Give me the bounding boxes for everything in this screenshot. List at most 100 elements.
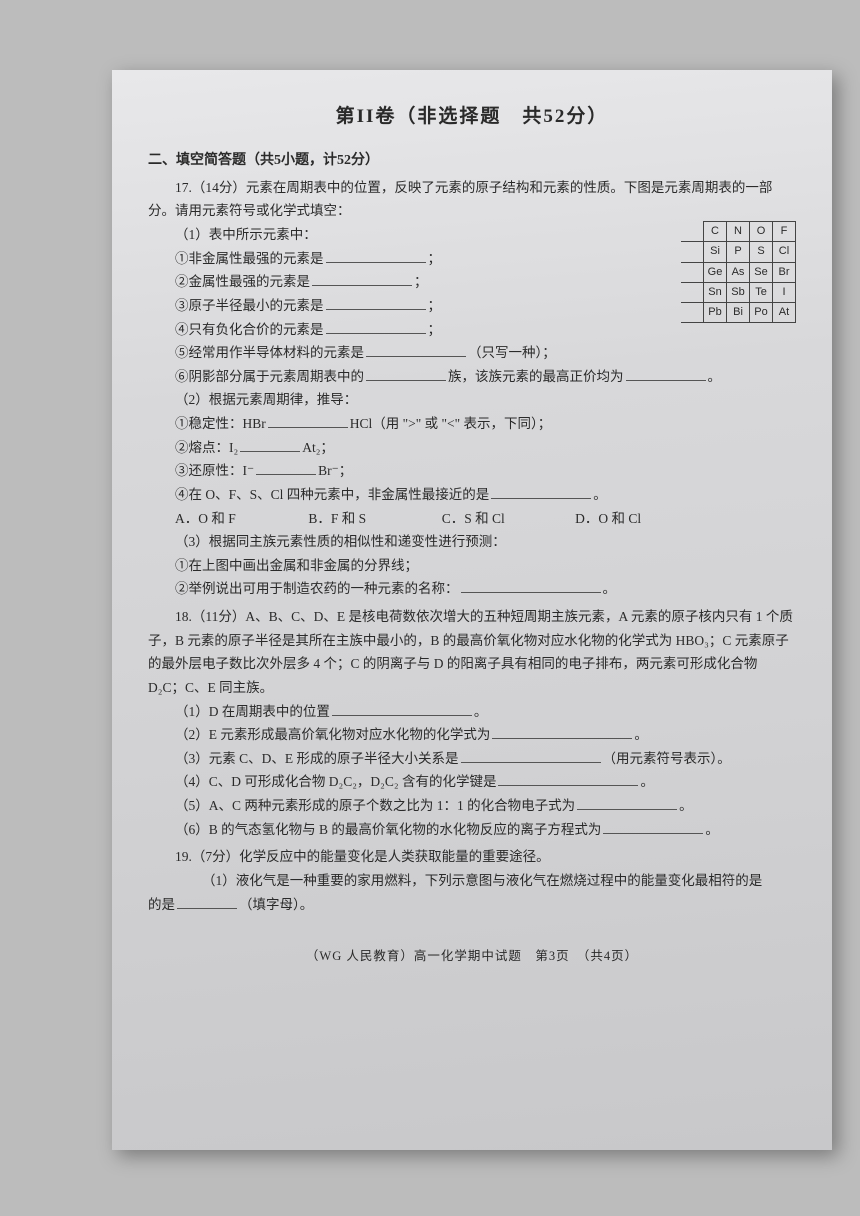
pt-empty [681,282,704,302]
q18-s2: （2）E 元素形成最高价氧化物对应水化物的化学式为。 [148,723,796,747]
pt-cell: O [750,222,773,242]
text: （只写一种）； [468,345,556,360]
text: At₂； [302,440,334,455]
q17-j3: ③还原性：I⁻ Br⁻； [148,459,796,483]
blank [312,272,412,287]
periodic-table: C N O F Si P S Cl Ge As Se Br Sn [681,221,796,323]
q17-p3: （3）根据同主族元素性质的相似性和递变性进行预测： [148,530,796,554]
q17-j4: ④在 O、F、S、Cl 四种元素中，非金属性最接近的是。 [148,483,796,507]
blank [603,819,703,834]
q19-t1b-line: 的是（填字母）。 [148,893,796,917]
blank [461,748,601,763]
pt-empty [681,222,704,242]
option-d: D．O 和 Cl [575,507,705,531]
pt-cell: Br [773,262,796,282]
text: ③原子半径最小的元素是 [175,298,324,313]
pt-cell: Bi [727,303,750,323]
blank [461,579,601,594]
pt-empty [681,262,704,282]
pt-cell: Si [704,242,727,262]
pt-cell: I [773,282,796,302]
page-title: 第II卷（非选择题 共52分） [148,100,796,133]
blank [491,484,591,499]
text: （1）D 在周期表中的位置 [175,704,330,719]
pt-cell: Pb [704,303,727,323]
q17-k2: ②举例说出可用于制造农药的一种元素的名称：。 [148,577,796,601]
blank [577,796,677,811]
blank [626,366,706,381]
q17-options: A．O 和 F B．F 和 S C．S 和 Cl D．O 和 Cl [148,507,796,531]
text: （填字母）。 [239,897,313,912]
text: ④在 O、F、S、Cl 四种元素中，非金属性最接近的是 [175,487,489,502]
page-footer: （WG 人民教育）高一化学期中试题 第3页 （共4页） [148,946,796,968]
blank [177,894,237,909]
blank [366,366,446,381]
text: （1）液化气是一种重要的家用燃料，下列示意图与液化气在燃烧过程中的能量变化最相符… [202,873,762,888]
text: （2）E 元素形成最高价氧化物对应水化物的化学式为 [175,727,490,742]
text: HCl（用 ">" 或 "<" 表示，下同）； [350,416,552,431]
q17-head: 17.（14分）元素在周期表中的位置，反映了元素的原子结构和元素的性质。下图是元… [148,176,796,223]
text: Br⁻； [318,463,352,478]
pt-cell: Ge [704,262,727,282]
q17-j1: ①稳定性：HBr HCl（用 ">" 或 "<" 表示，下同）； [148,412,796,436]
q19-t1: （1）液化气是一种重要的家用燃料，下列示意图与液化气在燃烧过程中的能量变化最相符… [148,869,796,893]
pt-cell: F [773,222,796,242]
text: ①非金属性最强的元素是 [175,251,324,266]
text: （用元素符号表示）。 [603,751,731,766]
text: （6）B 的气态氢化物与 B 的最高价氧化物的水化物反应的离子方程式为 [175,822,601,837]
blank [256,461,316,476]
pt-cell: Sb [727,282,750,302]
blank [366,343,466,358]
option-a: A．O 和 F [175,507,305,531]
blank [240,437,300,452]
pt-cell: As [727,262,750,282]
text: （4）C、D 可形成化合物 D₂C₂，D₂C₂ 含有的化学键是 [175,774,496,789]
text: ②熔点：I₂ [175,440,238,455]
pt-cell: S [750,242,773,262]
q19-head: 19.（7分）化学反应中的能量变化是人类获取能量的重要途径。 [148,845,796,869]
pt-cell: P [727,242,750,262]
pt-cell: C [704,222,727,242]
option-b: B．F 和 S [308,507,438,531]
q18-s3: （3）元素 C、D、E 形成的原子半径大小关系是 （用元素符号表示）。 [148,747,796,771]
q18-s1: （1）D 在周期表中的位置。 [148,700,796,724]
pt-cell: Cl [773,242,796,262]
pt-cell: Sn [704,282,727,302]
blank [498,772,638,787]
q18-head: 18.（11分）A、B、C、D、E 是核电荷数依次增大的五种短周期主族元素，A … [148,605,796,700]
text: ①稳定性：HBr [175,416,266,431]
blank [268,414,348,429]
q18-s5: （5）A、C 两种元素形成的原子个数之比为 1：1 的化合物电子式为。 [148,794,796,818]
q18-s6: （6）B 的气态氢化物与 B 的最高价氧化物的水化物反应的离子方程式为。 [148,818,796,842]
pt-cell: N [727,222,750,242]
option-c: C．S 和 Cl [442,507,572,531]
section-heading: 二、填空简答题（共5小题，计52分） [148,149,796,174]
blank [326,319,426,334]
pt-cell: Se [750,262,773,282]
pt-cell: Te [750,282,773,302]
q17-j2: ②熔点：I₂ At₂； [148,436,796,460]
blank [326,295,426,310]
pt-cell: Po [750,303,773,323]
text: ④只有负化合价的元素是 [175,322,324,337]
text: ③还原性：I⁻ [175,463,254,478]
text: 族，该族元素的最高正价均为 [448,369,624,384]
text: （5）A、C 两种元素形成的原子个数之比为 1：1 的化合物电子式为 [175,798,575,813]
blank [326,248,426,263]
blank [492,725,632,740]
text: ②金属性最强的元素是 [175,274,310,289]
text: ②举例说出可用于制造农药的一种元素的名称： [175,581,459,596]
q17-p2: （2）根据元素周期律，推导： [148,388,796,412]
q17-i5: ⑤经常用作半导体材料的元素是 （只写一种）； [148,341,796,365]
blank [332,701,472,716]
pt-empty [681,303,704,323]
q17-k1: ①在上图中画出金属和非金属的分界线； [148,554,796,578]
text: ⑥阴影部分属于元素周期表中的 [175,369,364,384]
pt-empty [681,242,704,262]
text: （3）元素 C、D、E 形成的原子半径大小关系是 [175,751,459,766]
text: ⑤经常用作半导体材料的元素是 [175,345,364,360]
q17-i6: ⑥阴影部分属于元素周期表中的族，该族元素的最高正价均为。 [148,365,796,389]
exam-page: 第II卷（非选择题 共52分） 二、填空简答题（共5小题，计52分） 17.（1… [112,70,832,1150]
pt-cell: At [773,303,796,323]
q18-s4: （4）C、D 可形成化合物 D₂C₂，D₂C₂ 含有的化学键是。 [148,770,796,794]
